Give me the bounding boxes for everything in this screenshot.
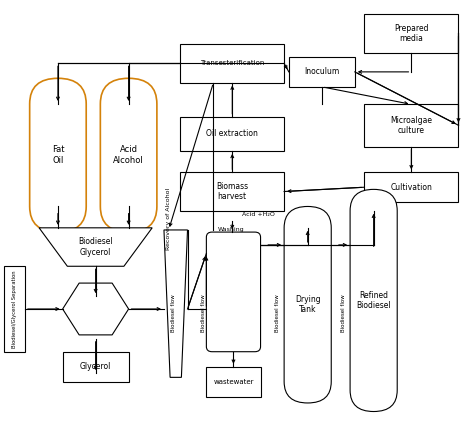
Text: Biodiesel flow: Biodiesel flow (340, 295, 346, 332)
Text: Biodiesel/Glycerol Separation: Biodiesel/Glycerol Separation (12, 270, 17, 348)
Polygon shape (164, 230, 188, 378)
Text: Refined
Biodiesel: Refined Biodiesel (356, 291, 391, 310)
Text: Recovery of Alcohol: Recovery of Alcohol (166, 188, 171, 250)
FancyBboxPatch shape (30, 78, 86, 232)
Bar (63, 352, 128, 381)
Text: wastewater: wastewater (213, 379, 254, 384)
Bar (181, 117, 284, 151)
Polygon shape (63, 283, 128, 335)
Bar (181, 172, 284, 211)
Bar (4, 266, 25, 352)
Text: Inoculum: Inoculum (304, 68, 339, 77)
Text: Acid +H₂O: Acid +H₂O (242, 212, 274, 218)
Bar (364, 104, 458, 147)
Text: Washing: Washing (218, 227, 245, 233)
Text: Glycerol: Glycerol (80, 362, 111, 371)
Bar (289, 57, 355, 87)
FancyBboxPatch shape (100, 78, 157, 232)
Text: Transesterification: Transesterification (200, 60, 264, 66)
Text: Fat
Oil: Fat Oil (52, 145, 64, 165)
FancyBboxPatch shape (206, 232, 261, 352)
Text: Drying
Tank: Drying Tank (295, 295, 320, 314)
Text: Acid
Alcohol: Acid Alcohol (113, 145, 144, 165)
FancyBboxPatch shape (350, 189, 397, 412)
Bar (364, 172, 458, 202)
Text: Microalgae
culture: Microalgae culture (391, 116, 432, 135)
Bar (364, 14, 458, 52)
Text: Biodiesel flow: Biodiesel flow (201, 295, 206, 332)
Polygon shape (39, 228, 152, 266)
Text: Biomass
harvest: Biomass harvest (216, 182, 248, 201)
FancyBboxPatch shape (284, 206, 331, 403)
Bar (181, 44, 284, 83)
Text: Biodiesel
Glycerol: Biodiesel Glycerol (78, 237, 113, 257)
Text: Biodiesel flow: Biodiesel flow (171, 295, 176, 332)
Text: Biodiesel flow: Biodiesel flow (274, 295, 280, 332)
Text: Prepared
media: Prepared media (394, 24, 428, 43)
Bar (206, 367, 261, 396)
Text: Cultivation: Cultivation (391, 183, 432, 192)
Text: Oil extraction: Oil extraction (206, 129, 258, 138)
